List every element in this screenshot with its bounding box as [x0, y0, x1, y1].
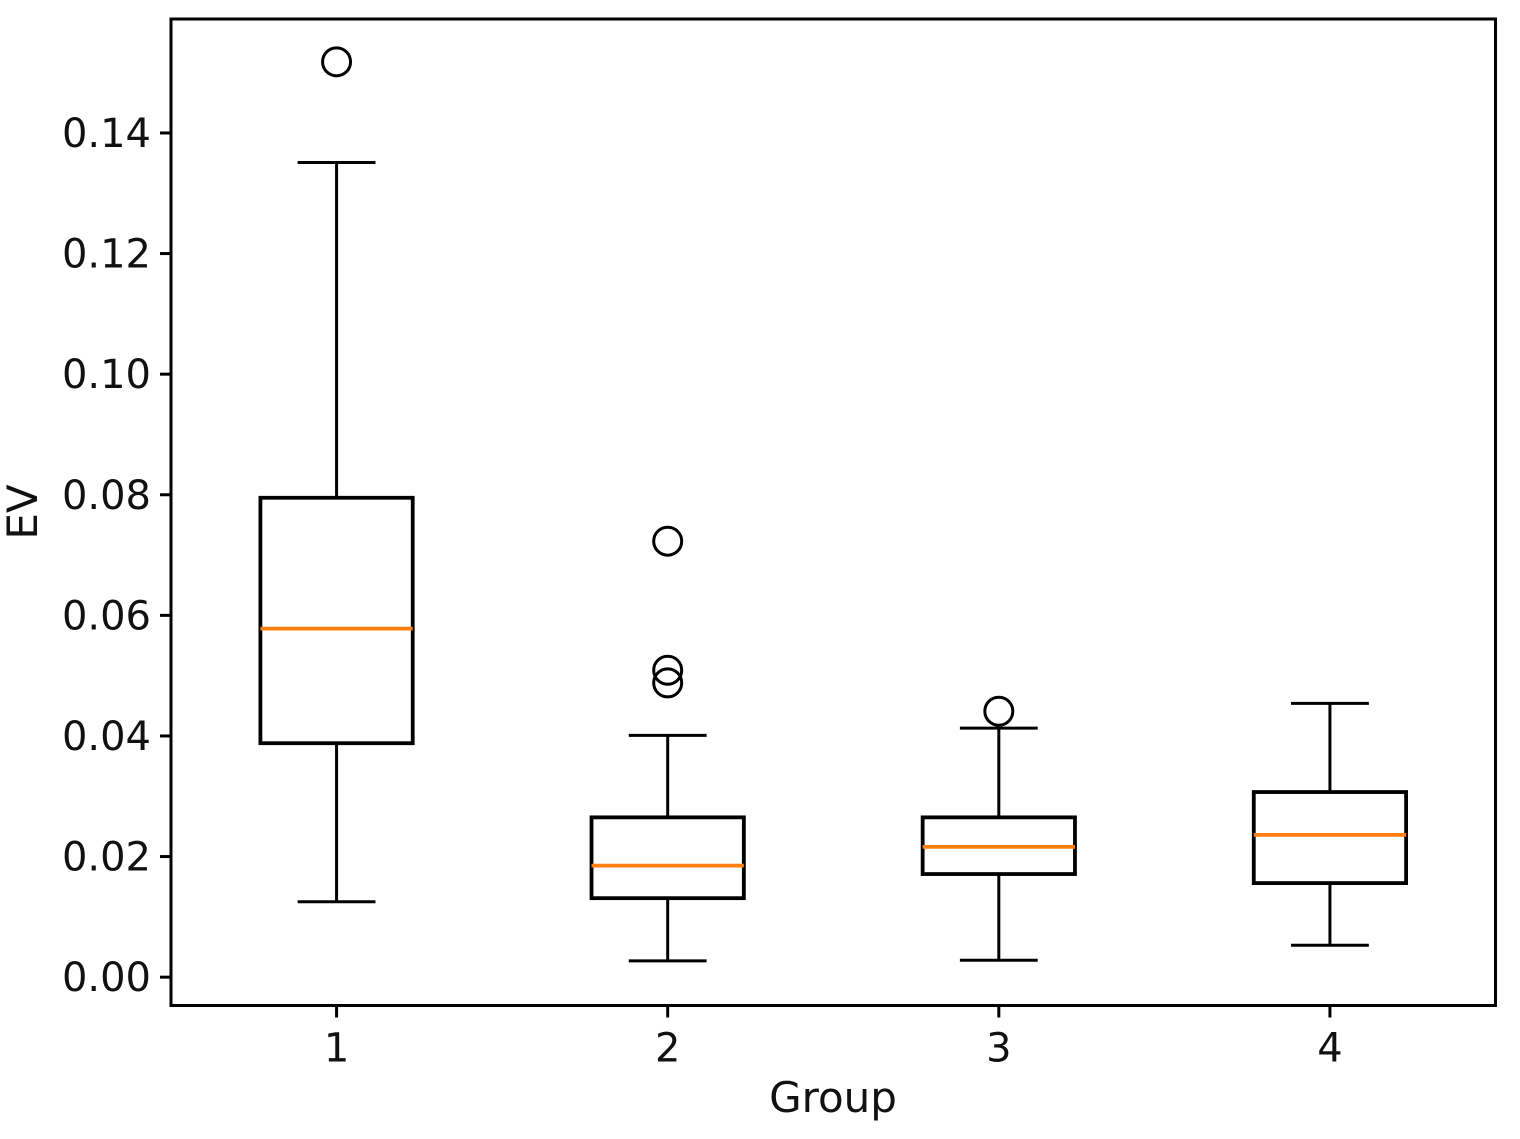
y-tick-label: 0.12 [62, 232, 151, 278]
y-axis-label: EV [0, 484, 47, 540]
y-tick-label: 0.06 [62, 593, 151, 639]
x-tick-label: 2 [655, 1026, 680, 1072]
y-tick-label: 0.08 [62, 473, 151, 519]
y-tick-label: 0.02 [62, 835, 151, 881]
box-group-4-iqr-box [1251, 790, 1408, 885]
box-group-2-iqr-box [589, 815, 746, 901]
x-tick-label: 3 [986, 1026, 1011, 1072]
axes-frame [169, 17, 1497, 1007]
x-tick-label: 4 [1317, 1026, 1342, 1072]
y-tick-label: 0.10 [62, 352, 151, 398]
x-axis-label: Group [769, 1073, 897, 1122]
y-tick-label: 0.14 [62, 111, 151, 157]
box-group-2-outlier-point [652, 667, 684, 699]
box-group-2-outlier-point [652, 525, 684, 557]
box-group-1-outlier-point [321, 46, 353, 78]
box-group-1-iqr-box [258, 495, 415, 746]
y-tick-label: 0.00 [62, 955, 151, 1001]
y-tick-label: 0.04 [62, 714, 151, 760]
box-group-3-outlier-point [983, 695, 1015, 727]
x-tick-label: 1 [324, 1026, 349, 1072]
plot-area: 0.00 0.02 0.04 0.06 0.08 0.10 0.12 0.14 1 2 3 4 [62, 17, 1497, 1072]
box-group-2-outlier-point [652, 654, 684, 686]
